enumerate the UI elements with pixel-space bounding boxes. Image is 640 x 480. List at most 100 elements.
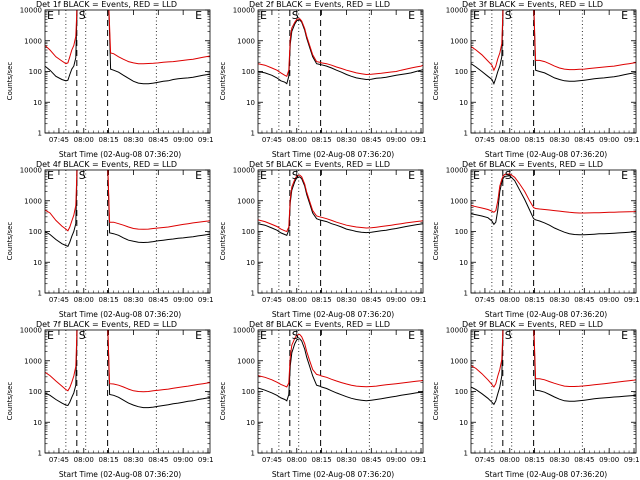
x-tick-label: 08:45 bbox=[148, 456, 168, 464]
detector-panel: Det 7f BLACK = Events, RED = LLD Start Ti… bbox=[0, 320, 213, 480]
detector-panel: Det 5f BLACK = Events, RED = LLD Start Ti… bbox=[213, 160, 426, 320]
x-tick-label: 09:15 bbox=[624, 296, 639, 304]
x-tick-label: 08:30 bbox=[123, 136, 143, 144]
y-tick-label: 1 bbox=[251, 130, 255, 138]
plot-frame bbox=[257, 9, 424, 134]
plot-frame bbox=[470, 329, 637, 454]
interval-marker-label: E bbox=[408, 329, 415, 342]
x-tick-label: 08:00 bbox=[500, 136, 520, 144]
y-tick-label: 10000 bbox=[20, 327, 42, 335]
interval-marker-label: E bbox=[47, 169, 54, 182]
x-tick-label: 08:30 bbox=[549, 296, 569, 304]
events-series-line bbox=[45, 10, 210, 85]
x-tick-label: 08:45 bbox=[148, 296, 168, 304]
x-tick-label: 08:45 bbox=[574, 296, 594, 304]
x-axis-label: Start Time (02-Aug-08 07:36:20) bbox=[484, 470, 608, 479]
lld-series-line bbox=[45, 10, 210, 65]
y-tick-label: 10000 bbox=[20, 167, 42, 175]
y-tick-label: 10 bbox=[33, 259, 42, 267]
x-tick-label: 08:30 bbox=[336, 136, 356, 144]
y-tick-label: 10000 bbox=[233, 167, 255, 175]
y-tick-label: 100 bbox=[455, 388, 468, 396]
y-tick-label: 1000 bbox=[24, 37, 42, 45]
detector-panel: Det 6f BLACK = Events, RED = LLD Start Ti… bbox=[426, 160, 639, 320]
x-tick-label: 08:45 bbox=[148, 136, 168, 144]
interval-marker-label: S bbox=[79, 169, 86, 182]
y-tick-label: 1 bbox=[464, 290, 468, 298]
plot-canvas: 1 10 100 1000 10000 07:45 08:00 08:15 08:30 08:45… bbox=[233, 7, 426, 145]
y-tick-label: 10 bbox=[246, 259, 255, 267]
lld-series-line bbox=[258, 174, 423, 233]
y-tick-label: 100 bbox=[455, 68, 468, 76]
x-tick-label: 08:00 bbox=[74, 456, 94, 464]
x-tick-label: 08:00 bbox=[74, 296, 94, 304]
x-tick-label: 08:15 bbox=[99, 296, 119, 304]
y-tick-label: 100 bbox=[242, 388, 255, 396]
lld-series-line bbox=[258, 333, 423, 388]
x-tick-label: 09:00 bbox=[599, 296, 619, 304]
x-tick-label: 07:45 bbox=[262, 456, 282, 464]
x-axis-label: Start Time (02-Aug-08 07:36:20) bbox=[484, 150, 608, 159]
detector-panel: Det 9f BLACK = Events, RED = LLD Start Ti… bbox=[426, 320, 639, 480]
y-tick-label: 100 bbox=[242, 228, 255, 236]
x-tick-label: 08:15 bbox=[99, 456, 119, 464]
y-tick-label: 10 bbox=[33, 419, 42, 427]
x-tick-label: 08:15 bbox=[312, 296, 332, 304]
y-tick-label: 100 bbox=[29, 228, 42, 236]
x-tick-label: 08:00 bbox=[500, 456, 520, 464]
interval-marker-label: E bbox=[621, 169, 628, 182]
interval-marker-label: E bbox=[260, 9, 267, 22]
x-tick-label: 08:30 bbox=[549, 456, 569, 464]
interval-marker-label: E bbox=[47, 329, 54, 342]
y-tick-label: 10 bbox=[246, 99, 255, 107]
y-tick-label: 10 bbox=[459, 259, 468, 267]
x-tick-label: 07:45 bbox=[475, 136, 495, 144]
plot-frame bbox=[44, 329, 211, 454]
y-tick-label: 100 bbox=[29, 68, 42, 76]
x-tick-label: 09:15 bbox=[198, 296, 213, 304]
x-tick-label: 08:30 bbox=[549, 136, 569, 144]
y-tick-label: 1000 bbox=[237, 357, 255, 365]
x-tick-label: 09:15 bbox=[198, 456, 213, 464]
plot-canvas: 1 10 100 1000 10000 07:45 08:00 08:15 08:30 08:45… bbox=[20, 167, 213, 305]
y-tick-label: 1000 bbox=[24, 197, 42, 205]
chart-title: Det 3f BLACK = Events, RED = LLD bbox=[461, 0, 604, 9]
chart-title: Det 4f BLACK = Events, RED = LLD bbox=[35, 160, 178, 169]
plot-canvas: 1 10 100 1000 10000 07:45 08:00 08:15 08:30 08:45… bbox=[446, 327, 639, 465]
x-tick-label: 09:00 bbox=[173, 296, 193, 304]
events-series-line bbox=[258, 176, 423, 236]
interval-marker-label: E bbox=[621, 9, 628, 22]
x-tick-label: 07:45 bbox=[262, 296, 282, 304]
y-tick-label: 100 bbox=[29, 388, 42, 396]
interval-marker-label: E bbox=[195, 169, 202, 182]
events-series-line bbox=[45, 330, 210, 409]
chart-title: Det 1f BLACK = Events, RED = LLD bbox=[35, 0, 178, 9]
x-axis-label: Start Time (02-Aug-08 07:36:20) bbox=[58, 150, 182, 159]
x-tick-label: 08:00 bbox=[287, 296, 307, 304]
x-tick-label: 08:15 bbox=[312, 456, 332, 464]
y-tick-label: 1000 bbox=[237, 197, 255, 205]
x-tick-label: 09:00 bbox=[599, 456, 619, 464]
plot-canvas: 1 10 100 1000 10000 07:45 08:00 08:15 08:30 08:45… bbox=[233, 327, 426, 465]
x-tick-label: 08:15 bbox=[99, 136, 119, 144]
y-tick-label: 1000 bbox=[237, 37, 255, 45]
x-tick-label: 08:30 bbox=[336, 296, 356, 304]
x-tick-label: 07:45 bbox=[49, 136, 69, 144]
x-tick-label: 09:15 bbox=[411, 296, 426, 304]
chart-title: Det 6f BLACK = Events, RED = LLD bbox=[461, 160, 604, 169]
x-tick-label: 08:00 bbox=[287, 136, 307, 144]
y-tick-label: 100 bbox=[242, 68, 255, 76]
x-tick-label: 08:45 bbox=[574, 136, 594, 144]
x-tick-label: 09:15 bbox=[624, 136, 639, 144]
interval-marker-label: S bbox=[79, 9, 86, 22]
interval-marker-label: E bbox=[473, 169, 480, 182]
x-tick-label: 09:00 bbox=[386, 136, 406, 144]
y-tick-label: 1 bbox=[251, 450, 255, 458]
x-axis-label: Start Time (02-Aug-08 07:36:20) bbox=[484, 310, 608, 319]
y-tick-label: 10 bbox=[459, 419, 468, 427]
